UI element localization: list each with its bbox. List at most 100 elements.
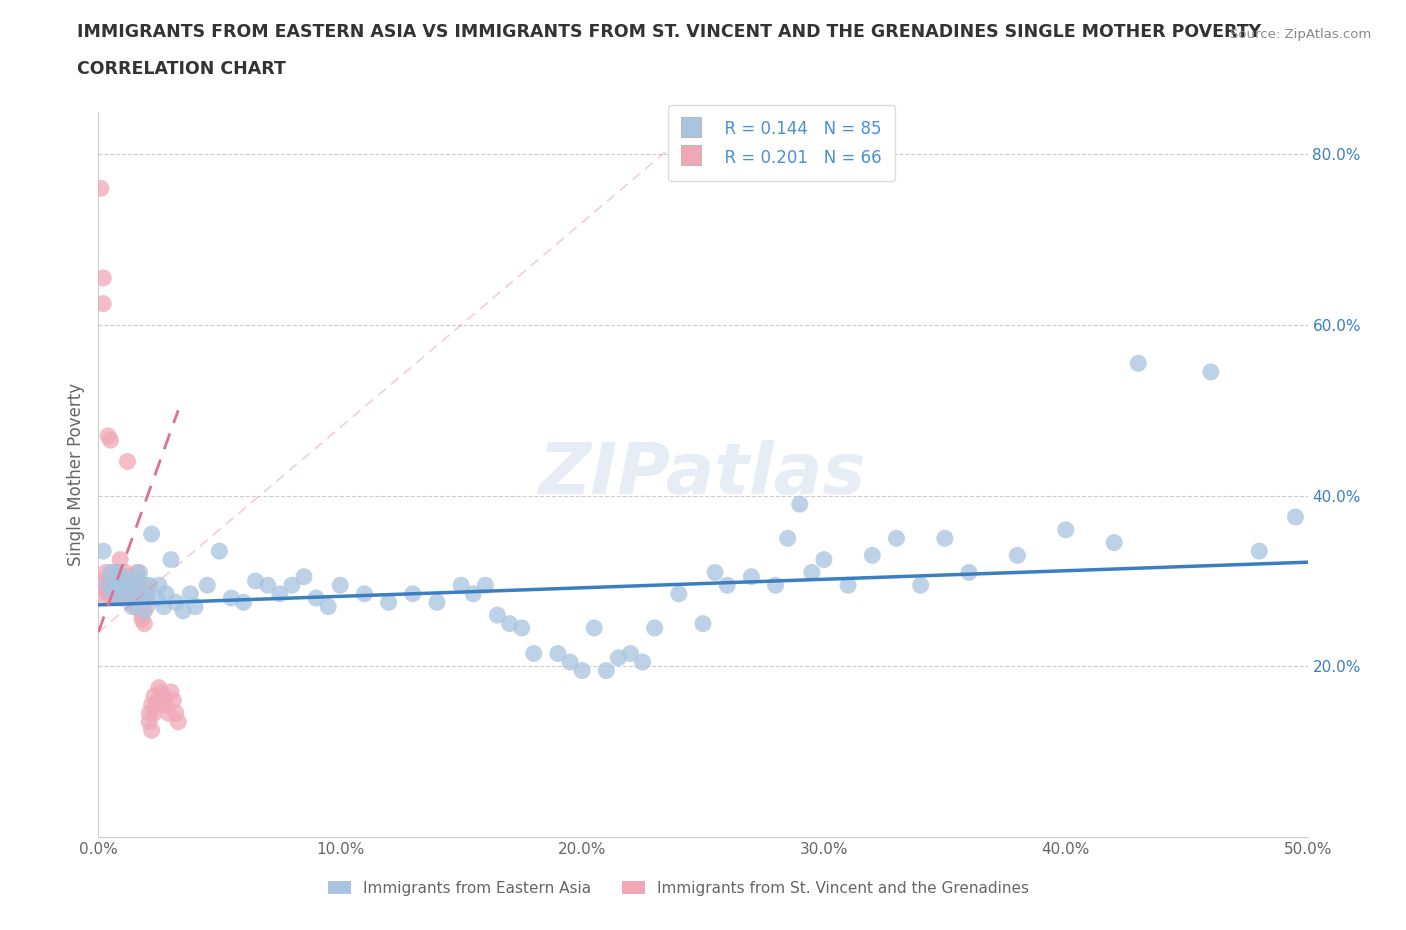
Point bbox=[450, 578, 472, 592]
Point bbox=[558, 655, 581, 670]
Point bbox=[124, 599, 146, 614]
Point bbox=[108, 552, 131, 567]
Point bbox=[353, 586, 375, 601]
Point bbox=[162, 693, 184, 708]
Point bbox=[155, 698, 177, 712]
Point bbox=[128, 591, 150, 605]
Point bbox=[292, 569, 315, 584]
Point bbox=[100, 432, 122, 447]
Point bbox=[100, 586, 122, 601]
Point bbox=[145, 698, 167, 712]
Point bbox=[128, 586, 150, 601]
Point bbox=[184, 599, 207, 614]
Point bbox=[776, 531, 799, 546]
Point bbox=[160, 684, 183, 699]
Point bbox=[104, 574, 127, 589]
Point bbox=[143, 689, 166, 704]
Point bbox=[107, 565, 129, 580]
Point bbox=[165, 706, 187, 721]
Point bbox=[141, 526, 163, 541]
Point bbox=[134, 617, 156, 631]
Point bbox=[595, 663, 617, 678]
Point bbox=[91, 544, 114, 559]
Point bbox=[1249, 544, 1271, 559]
Point bbox=[607, 650, 630, 665]
Point bbox=[269, 586, 291, 601]
Point bbox=[486, 607, 509, 622]
Point bbox=[124, 586, 146, 601]
Text: ZIPatlas: ZIPatlas bbox=[540, 440, 866, 509]
Text: Source: ZipAtlas.com: Source: ZipAtlas.com bbox=[1230, 28, 1371, 41]
Point bbox=[127, 565, 149, 580]
Point bbox=[245, 574, 267, 589]
Point bbox=[1199, 365, 1222, 379]
Point bbox=[145, 591, 167, 605]
Point bbox=[800, 565, 823, 580]
Point bbox=[138, 714, 160, 729]
Point bbox=[118, 586, 141, 601]
Point bbox=[1007, 548, 1029, 563]
Point bbox=[402, 586, 425, 601]
Point bbox=[108, 578, 131, 592]
Point bbox=[111, 591, 134, 605]
Point bbox=[107, 586, 129, 601]
Point bbox=[165, 595, 187, 610]
Point bbox=[108, 591, 131, 605]
Point bbox=[127, 569, 149, 584]
Text: IMMIGRANTS FROM EASTERN ASIA VS IMMIGRANTS FROM ST. VINCENT AND THE GRENADINES S: IMMIGRANTS FROM EASTERN ASIA VS IMMIGRAN… bbox=[77, 23, 1261, 41]
Point bbox=[583, 620, 606, 635]
Point bbox=[91, 574, 114, 589]
Point bbox=[571, 663, 593, 678]
Point bbox=[128, 565, 150, 580]
Point bbox=[107, 565, 129, 580]
Point bbox=[100, 565, 122, 580]
Point bbox=[101, 565, 124, 580]
Point bbox=[474, 578, 496, 592]
Point bbox=[704, 565, 727, 580]
Point bbox=[117, 591, 139, 605]
Point bbox=[837, 578, 859, 592]
Point bbox=[1284, 510, 1306, 525]
Point bbox=[131, 607, 153, 622]
Point bbox=[1054, 523, 1077, 538]
Point bbox=[716, 578, 738, 592]
Point bbox=[135, 586, 157, 601]
Point bbox=[813, 552, 835, 567]
Point bbox=[94, 582, 117, 597]
Point bbox=[910, 578, 932, 592]
Point bbox=[121, 599, 143, 614]
Point bbox=[108, 586, 131, 601]
Point bbox=[631, 655, 654, 670]
Point bbox=[138, 578, 160, 592]
Point bbox=[256, 578, 278, 592]
Point bbox=[134, 604, 156, 618]
Point bbox=[107, 574, 129, 589]
Point bbox=[221, 591, 243, 605]
Point bbox=[765, 578, 787, 592]
Point bbox=[104, 591, 127, 605]
Point bbox=[90, 181, 112, 196]
Point bbox=[510, 620, 533, 635]
Point bbox=[124, 578, 146, 592]
Point bbox=[426, 595, 449, 610]
Point bbox=[104, 582, 127, 597]
Point bbox=[463, 586, 485, 601]
Point bbox=[138, 706, 160, 721]
Point bbox=[97, 429, 120, 444]
Point bbox=[114, 565, 136, 580]
Point bbox=[100, 574, 122, 589]
Point bbox=[172, 604, 194, 618]
Point bbox=[111, 578, 134, 592]
Point bbox=[150, 684, 173, 699]
Point bbox=[91, 271, 114, 286]
Point bbox=[152, 599, 174, 614]
Point bbox=[232, 595, 254, 610]
Point bbox=[305, 591, 328, 605]
Point bbox=[101, 586, 124, 601]
Point bbox=[141, 698, 163, 712]
Point bbox=[143, 706, 166, 721]
Point bbox=[135, 599, 157, 614]
Point bbox=[91, 296, 114, 311]
Point bbox=[740, 569, 762, 584]
Point bbox=[155, 586, 177, 601]
